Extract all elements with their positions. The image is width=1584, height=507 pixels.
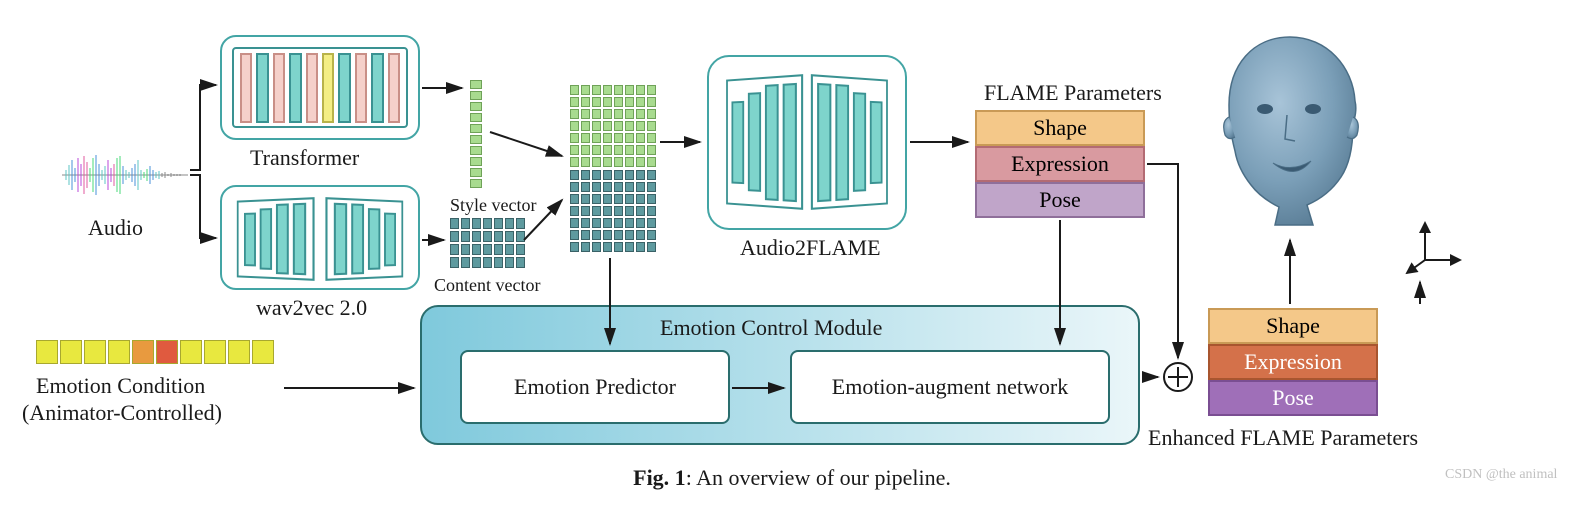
expr-text: Expression xyxy=(1011,151,1109,177)
enhanced-shape-param: Shape xyxy=(1208,308,1378,344)
combined-matrix-top xyxy=(570,85,656,167)
combined-matrix-bottom xyxy=(570,170,656,252)
animator-controlled-label: (Animator-Controlled) xyxy=(22,400,222,426)
emotion-predictor-box: Emotion Predictor xyxy=(460,350,730,424)
enhanced-pose-param: Pose xyxy=(1208,380,1378,416)
audio2flame-box xyxy=(707,55,907,230)
emotion-condition-row xyxy=(36,340,274,364)
shape-text: Shape xyxy=(1033,115,1087,141)
content-vector-matrix xyxy=(450,218,525,268)
audio2flame-label: Audio2FLAME xyxy=(740,235,881,261)
content-vector-label: Content vector xyxy=(434,275,540,296)
pose-text: Pose xyxy=(1039,187,1081,213)
audio-waveform-icon xyxy=(60,150,190,200)
caption-bold: Fig. 1 xyxy=(633,465,686,490)
wav2vec-box xyxy=(220,185,420,290)
ecm-label: Emotion Control Module xyxy=(660,315,882,341)
flame-params-label: FLAME Parameters xyxy=(984,80,1162,106)
enhanced-flame-label: Enhanced FLAME Parameters xyxy=(1148,425,1418,451)
transformer-label: Transformer xyxy=(250,145,359,171)
audio-label: Audio xyxy=(88,215,143,241)
wav2vec-label: wav2vec 2.0 xyxy=(256,295,367,321)
watermark: CSDN @the animal xyxy=(1445,467,1557,483)
caption-rest: : An overview of our pipeline. xyxy=(686,465,951,490)
ep-text: Emotion Predictor xyxy=(514,374,676,400)
pose2-text: Pose xyxy=(1272,385,1314,411)
shape-param: Shape xyxy=(975,110,1145,146)
enhanced-expression-param: Expression xyxy=(1208,344,1378,380)
pose-param: Pose xyxy=(975,182,1145,218)
ean-text: Emotion-augment network xyxy=(832,374,1068,400)
expr2-text: Expression xyxy=(1244,349,1342,375)
shape2-text: Shape xyxy=(1266,313,1320,339)
pipeline-diagram: Audio Transformer wav2vec 2.0 Style vect… xyxy=(0,0,1584,507)
figure-caption: Fig. 1: An overview of our pipeline. xyxy=(0,465,1584,491)
transformer-box xyxy=(220,35,420,140)
head-mesh-icon xyxy=(1195,25,1385,235)
style-vector xyxy=(470,80,484,188)
emotion-augment-box: Emotion-augment network xyxy=(790,350,1110,424)
axes-icon xyxy=(1405,215,1465,275)
expression-param: Expression xyxy=(975,146,1145,182)
style-vector-label: Style vector xyxy=(450,195,536,216)
emotion-condition-label: Emotion Condition xyxy=(36,373,205,399)
